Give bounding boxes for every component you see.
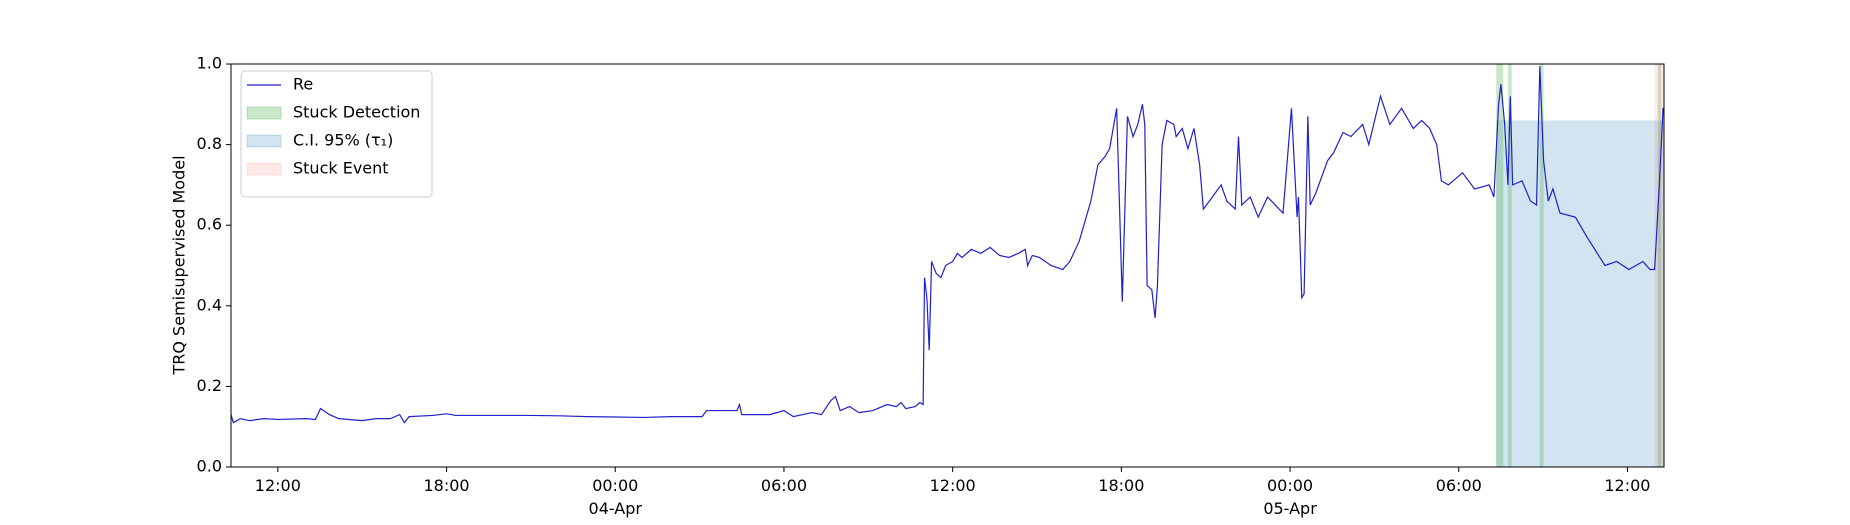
legend-label: Stuck Event — [293, 159, 389, 178]
y-tick-label: 0.2 — [197, 376, 222, 395]
y-tick-label: 0.4 — [197, 295, 222, 314]
legend-label: C.I. 95% (τ₁) — [293, 131, 393, 150]
x-tick-label: 18:00 — [423, 476, 470, 495]
legend-box — [240, 70, 433, 198]
x-tick-label: 06:00 — [760, 476, 807, 495]
series-line — [230, 65, 1664, 424]
legend-patch — [246, 106, 282, 120]
legend-patch — [246, 162, 282, 176]
y-tick-label: 1.0 — [197, 54, 222, 73]
region-band — [1507, 64, 1512, 467]
x-tick-label: 00:00 04-Apr 1900 — [588, 476, 642, 525]
legend-label: Stuck Detection — [293, 103, 420, 122]
y-tick-label: 0.0 — [197, 457, 222, 476]
axes-frame — [230, 63, 1665, 468]
y-axis-label: TRQ Semisupervised Model — [170, 155, 189, 375]
x-tick-label: 12:00 — [929, 476, 976, 495]
legend-label: Re — [293, 75, 313, 94]
y-tick-label: 0.6 — [197, 215, 222, 234]
region-band — [1657, 64, 1662, 467]
x-tick-label: 18:00 — [1098, 476, 1145, 495]
x-tick-label: 06:00 — [1435, 476, 1482, 495]
region-band — [1496, 120, 1664, 468]
region-band — [1539, 64, 1544, 467]
x-tick-label: 12:00 — [254, 476, 301, 495]
region-band — [1496, 64, 1504, 467]
x-tick-label: 00:00 05-Apr — [1263, 476, 1317, 518]
legend-patch — [246, 134, 282, 148]
region-band — [1654, 64, 1664, 467]
y-tick-label: 0.8 — [197, 134, 222, 153]
x-tick-label: 12:00 — [1604, 476, 1651, 495]
